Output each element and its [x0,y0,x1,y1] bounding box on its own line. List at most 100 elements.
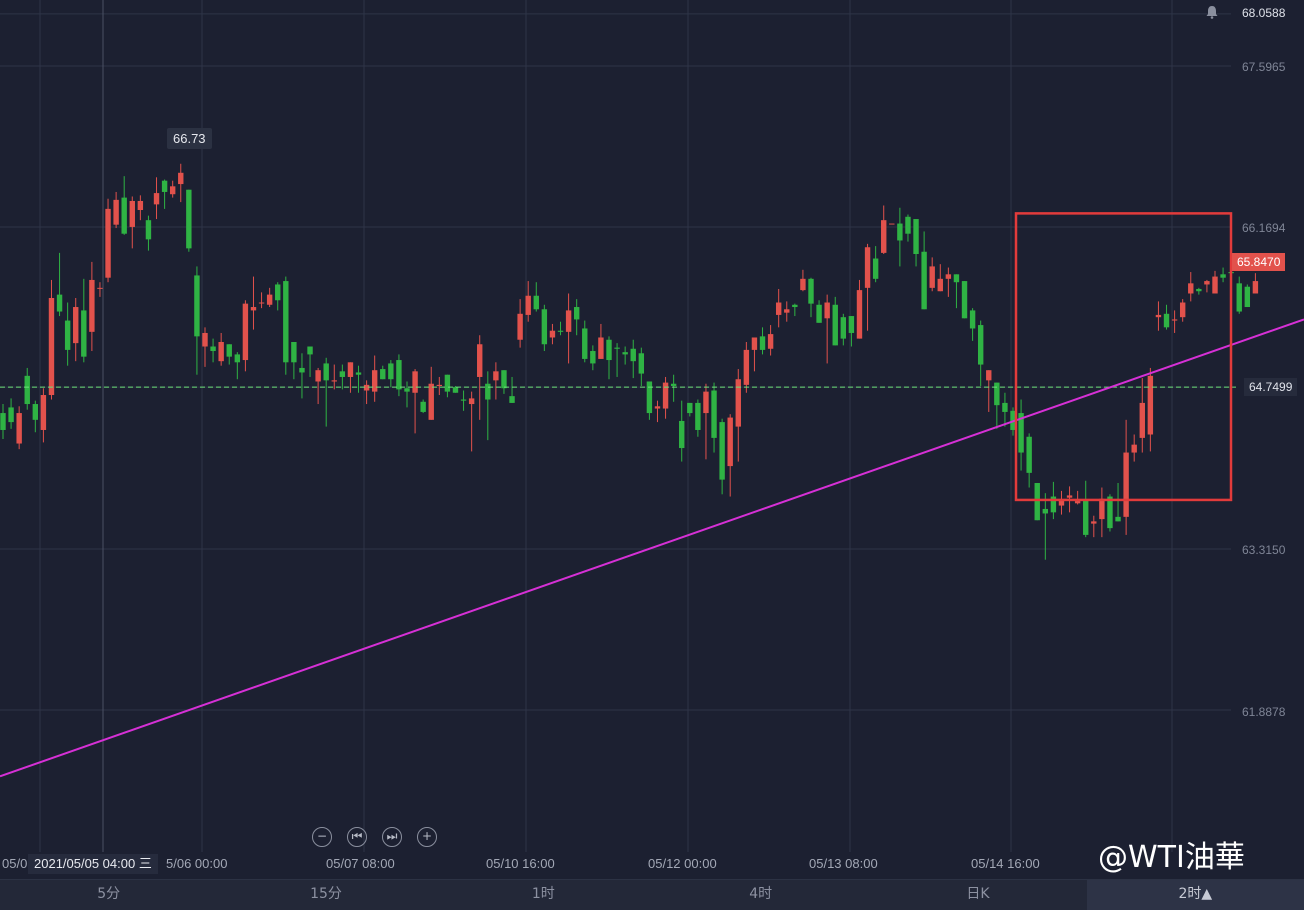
candle-body [105,208,111,278]
candle [477,335,483,420]
candle-body [1091,521,1097,524]
candle-body [113,199,119,225]
zoom-out-button[interactable]: − [312,827,332,847]
candle-body [1179,302,1186,318]
candle-body [905,216,911,234]
candle [889,223,895,225]
tab-2hour[interactable]: 2时▲ [1086,880,1304,910]
candle-body [1058,499,1065,506]
candle-body [1050,496,1057,513]
reference-price-tag: 64.7499 [1244,378,1298,396]
candle [81,278,87,363]
candle-body [759,336,766,350]
candle [32,400,39,433]
candle-body [1188,283,1194,294]
candle [913,219,919,267]
candle-body [953,274,960,283]
candle [654,400,661,423]
candle [961,281,968,319]
candle [1244,284,1251,308]
candle-body [913,219,919,255]
candle-body [582,328,588,359]
candle-body [864,247,871,288]
candle-body [73,307,79,344]
candle-body [420,401,426,412]
candle [719,418,725,495]
candle [832,296,838,346]
candle [1042,493,1049,560]
candle [331,364,337,390]
candle-body [8,407,14,423]
candle [582,320,588,363]
candle [856,279,863,339]
timeframe-bar: 5分 15分 1时 4时 日K 2时▲ [0,879,1304,910]
tab-4hour[interactable]: 4时 [749,886,773,902]
candle [97,282,103,297]
candle [396,354,402,397]
candle-body [929,266,935,288]
zoom-in-button[interactable]: + [417,827,437,847]
candle-body [1042,508,1049,514]
candle [921,231,927,310]
candle [840,313,847,346]
candle-body [178,172,184,185]
price-chart[interactable] [0,0,1304,879]
candle-body [242,303,249,361]
candle-body [40,395,47,430]
candle-body [792,304,798,308]
candle [565,293,572,364]
candle-body [1163,313,1170,328]
candle-body [331,380,337,382]
candle [40,388,47,443]
candle-body [986,370,992,381]
skip-forward-button[interactable]: ⏭ [382,827,402,847]
candle [194,266,200,375]
candle-body [388,363,394,380]
candle-body [695,402,701,430]
candle-body [121,197,127,234]
candle-body [1123,452,1129,517]
candle [525,281,531,322]
candle-body [800,278,806,291]
skip-back-button[interactable]: ⏮ [347,827,367,847]
candle-body [533,295,539,310]
candle [202,327,208,367]
candle-body [1252,281,1259,294]
candle-body [1099,498,1105,520]
candle [129,196,135,249]
candle-body [848,316,855,333]
candle-body [767,334,774,349]
candle [121,176,127,235]
tab-1hour[interactable]: 1时 [531,886,555,902]
candle [1018,399,1024,471]
candle-body [1066,495,1073,498]
price-axis-label: 67.5965 [1242,60,1286,74]
candle [848,316,855,347]
tab-15min[interactable]: 15分 [310,886,342,902]
candle-body [1139,402,1145,438]
candle [986,370,992,412]
trendline[interactable] [0,318,1304,778]
candle [541,304,548,352]
candle [549,323,556,345]
candle [436,376,443,396]
candle-body [945,274,952,279]
candle [460,390,467,411]
candle [404,381,410,408]
bell-icon[interactable] [1204,4,1220,20]
tab-daily[interactable]: 日K [966,886,990,902]
candle [994,382,1000,429]
candle [347,362,354,393]
candle-body [226,344,232,357]
tab-5min[interactable]: 5分 [97,886,121,902]
candle-body [161,180,168,192]
candle [735,369,741,462]
candle [485,371,491,441]
candle-body [969,310,976,329]
candle [1131,434,1137,462]
candle-body [889,223,895,225]
candle-body [1212,276,1218,294]
candle [323,357,329,427]
candle-body [751,337,758,350]
candle [703,383,709,460]
